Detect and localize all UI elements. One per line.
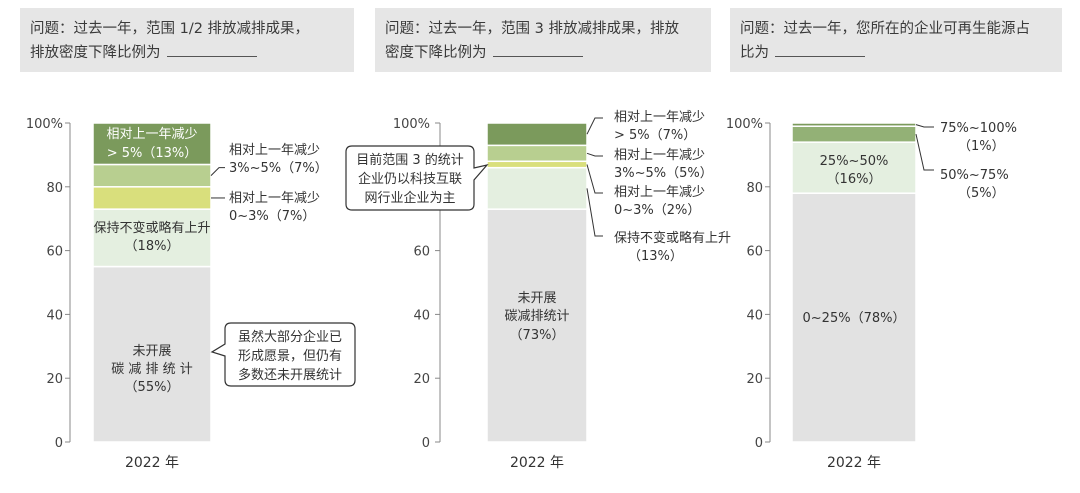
question-line-2: 密度下降比例为 [385,41,701,65]
question-line-1: 问题：过去一年，您所在的企业可再生能源占 [740,21,1030,37]
segment-label: 未开展 [517,291,556,306]
question-line-2-text: 排放密度下降比例为 [30,45,161,61]
leader-line [915,124,934,128]
callout-line: 虽然大部分企业已 [238,329,342,345]
segment-label: 相对上一年减少 [106,127,197,142]
segment-label: （16%） [827,172,882,187]
bar-segment [791,125,917,143]
segment-label: 3%~5%（7%） [229,161,328,176]
callout-line: 多数还未开展统计 [238,367,342,383]
callout-line: 网行业企业为主 [364,190,455,206]
y-tick-label: 40 [46,308,63,323]
answer-blank [166,42,257,57]
y-tick-label: 100% [726,117,763,132]
segment-label: 相对上一年减少 [614,185,705,200]
y-tick-label: 100% [393,117,430,132]
leader-line [915,134,934,171]
y-tick-label: 20 [46,372,63,387]
segment-label: > 5%（13%） [107,146,198,161]
y-tick-label: 60 [413,245,430,260]
segment-label: 相对上一年减少 [229,143,320,158]
segment-label: 0~25%（78%） [803,311,906,326]
question-line-2-text: 比为 [740,45,769,61]
question-box-2: 问题：过去一年，范围 3 排放减排成果，排放 密度下降比例为 [375,8,711,72]
segment-label: 0~3%（7%） [229,209,315,224]
callout-line: 目前范围 3 的统计 [356,152,464,168]
bar-segment [486,166,588,210]
segment-label: 保持不变或略有上升 [614,230,731,246]
x-category-label: 2022 年 [125,455,179,471]
x-category-label: 2022 年 [510,455,564,471]
y-tick-label: 0 [422,436,430,451]
segment-label: 相对上一年减少 [614,148,705,163]
question-line-2: 排放密度下降比例为 [30,41,344,65]
answer-blank [492,42,583,57]
segment-label: 相对上一年减少 [229,191,320,206]
segment-label: 75%~100% [940,121,1017,136]
segment-label: （13%） [628,249,683,264]
question-line-2: 比为 [740,41,1052,65]
question-line-1: 问题：过去一年，范围 3 排放减排成果，排放 [385,21,679,37]
segment-label: （1%） [958,139,1005,154]
answer-blank [775,42,865,57]
question-line-2-text: 密度下降比例为 [385,45,487,61]
y-tick-label: 20 [413,372,430,387]
callout-line: 形成愿景，但仍有 [238,349,342,364]
segment-label: 3%~5%（5%） [614,166,713,181]
callout-box [210,322,356,387]
segment-label: 未开展 [132,344,171,359]
y-tick-label: 60 [46,245,63,260]
segment-label: 保持不变或略有上升 [93,220,210,236]
bar-segment [791,192,917,443]
bar-segment [791,141,917,194]
bar-segment [791,122,917,127]
segment-label: 25%~50% [820,154,889,169]
segment-label: > 5%（7%） [614,128,696,143]
y-tick-label: 0 [55,436,63,451]
leader-line [210,167,225,176]
segment-label: （5%） [958,186,1005,201]
segment-label: 相对上一年减少 [614,110,705,125]
x-category-label: 2022 年 [827,455,881,471]
bar-segment [486,208,588,443]
segment-label: 碳减排统计 [504,309,569,324]
bar-segment [486,144,588,163]
y-tick-label: 20 [746,372,763,387]
segment-label: （55%） [125,380,180,395]
bar-segment [486,122,588,147]
y-tick-label: 80 [46,181,63,196]
y-tick-label: 40 [746,308,763,323]
y-tick-label: 40 [413,308,430,323]
bar-segment [92,163,212,188]
bar-segment [92,208,212,268]
bar-segment [92,186,212,210]
y-tick-label: 80 [746,181,763,196]
segment-label: 碳 减 排 统 计 [111,362,193,377]
callout-line: 企业仍以科技互联 [358,171,462,187]
question-line-1: 问题：过去一年，范围 1/2 排放减排成果， [30,21,310,37]
leader-line [586,188,603,237]
bar-segment [92,265,212,443]
callout-box [345,145,489,211]
segment-label: （73%） [510,328,565,343]
leader-line [586,164,603,194]
leader-line [586,152,603,157]
y-tick-label: 60 [746,245,763,260]
y-tick-label: 100% [26,117,63,132]
segment-label: 50%~75% [940,168,1009,183]
y-tick-label: 0 [755,436,763,451]
question-box-3: 问题：过去一年，您所在的企业可再生能源占 比为 [730,8,1062,72]
segment-label: 0~3%（2%） [614,203,700,218]
bar-segment [92,122,212,166]
segment-label: （18%） [125,239,180,254]
question-box-1: 问题：过去一年，范围 1/2 排放减排成果， 排放密度下降比例为 [20,8,354,72]
bar-segment [486,160,588,169]
leader-line [586,117,603,135]
